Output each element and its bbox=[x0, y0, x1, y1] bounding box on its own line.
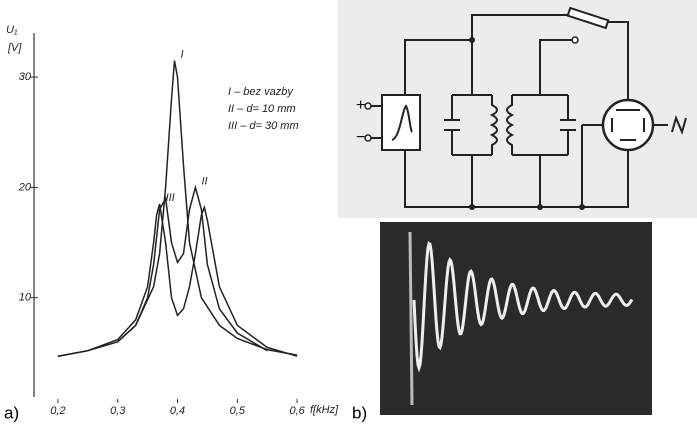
wire bbox=[404, 39, 473, 95]
trace-edge bbox=[408, 231, 414, 406]
wire bbox=[404, 124, 629, 208]
wire bbox=[370, 105, 382, 139]
junction bbox=[469, 37, 475, 43]
y-axis-unit: [V] bbox=[7, 42, 22, 54]
x-tick-label: 0,4 bbox=[170, 405, 185, 417]
panel-label: a) bbox=[4, 403, 19, 422]
y-axis-label: U₁ bbox=[6, 24, 18, 36]
circuit-diagram: + − bbox=[338, 0, 697, 218]
x-tick-label: 0,5 bbox=[230, 405, 246, 417]
legend-entry: III – d= 30 mm bbox=[228, 120, 299, 132]
wire bbox=[539, 39, 573, 95]
legend: I – bez vazby II – d= 10 mm III – d= 30 mm bbox=[228, 86, 299, 132]
curve bbox=[57, 203, 298, 357]
y-tick-label: 10 bbox=[19, 292, 32, 304]
damped-oscillation bbox=[412, 240, 634, 373]
source-symbol bbox=[391, 104, 413, 141]
switch bbox=[566, 6, 610, 30]
y-tick-label: 30 bbox=[19, 71, 32, 83]
x-tick-label: 0,2 bbox=[50, 405, 65, 417]
junction bbox=[537, 204, 543, 210]
legend-entry: II – d= 10 mm bbox=[228, 103, 296, 115]
legend-entry: I – bez vazby bbox=[228, 86, 294, 98]
junction bbox=[469, 204, 475, 210]
curve-label: III bbox=[166, 192, 175, 204]
output bbox=[653, 115, 687, 135]
minus-label: − bbox=[356, 129, 365, 146]
terminal bbox=[364, 134, 372, 142]
terminal bbox=[364, 102, 372, 110]
tube-electrodes bbox=[611, 109, 645, 141]
tube bbox=[601, 98, 655, 152]
y-tick-label: 20 bbox=[18, 181, 32, 193]
curve bbox=[57, 184, 268, 357]
plus-label: + bbox=[356, 97, 365, 114]
x-axis-label: f[kHz] bbox=[310, 404, 339, 416]
curve bbox=[117, 60, 298, 356]
wire bbox=[471, 14, 629, 100]
terminal bbox=[571, 36, 579, 44]
junction bbox=[579, 204, 585, 210]
panel-label: b) bbox=[352, 403, 367, 422]
curve-label: I bbox=[181, 48, 184, 60]
oscillogram-photo bbox=[380, 222, 652, 415]
x-tick-label: 0,6 bbox=[289, 405, 305, 417]
curve-label: II bbox=[201, 175, 207, 187]
x-tick-label: 0,3 bbox=[110, 405, 126, 417]
